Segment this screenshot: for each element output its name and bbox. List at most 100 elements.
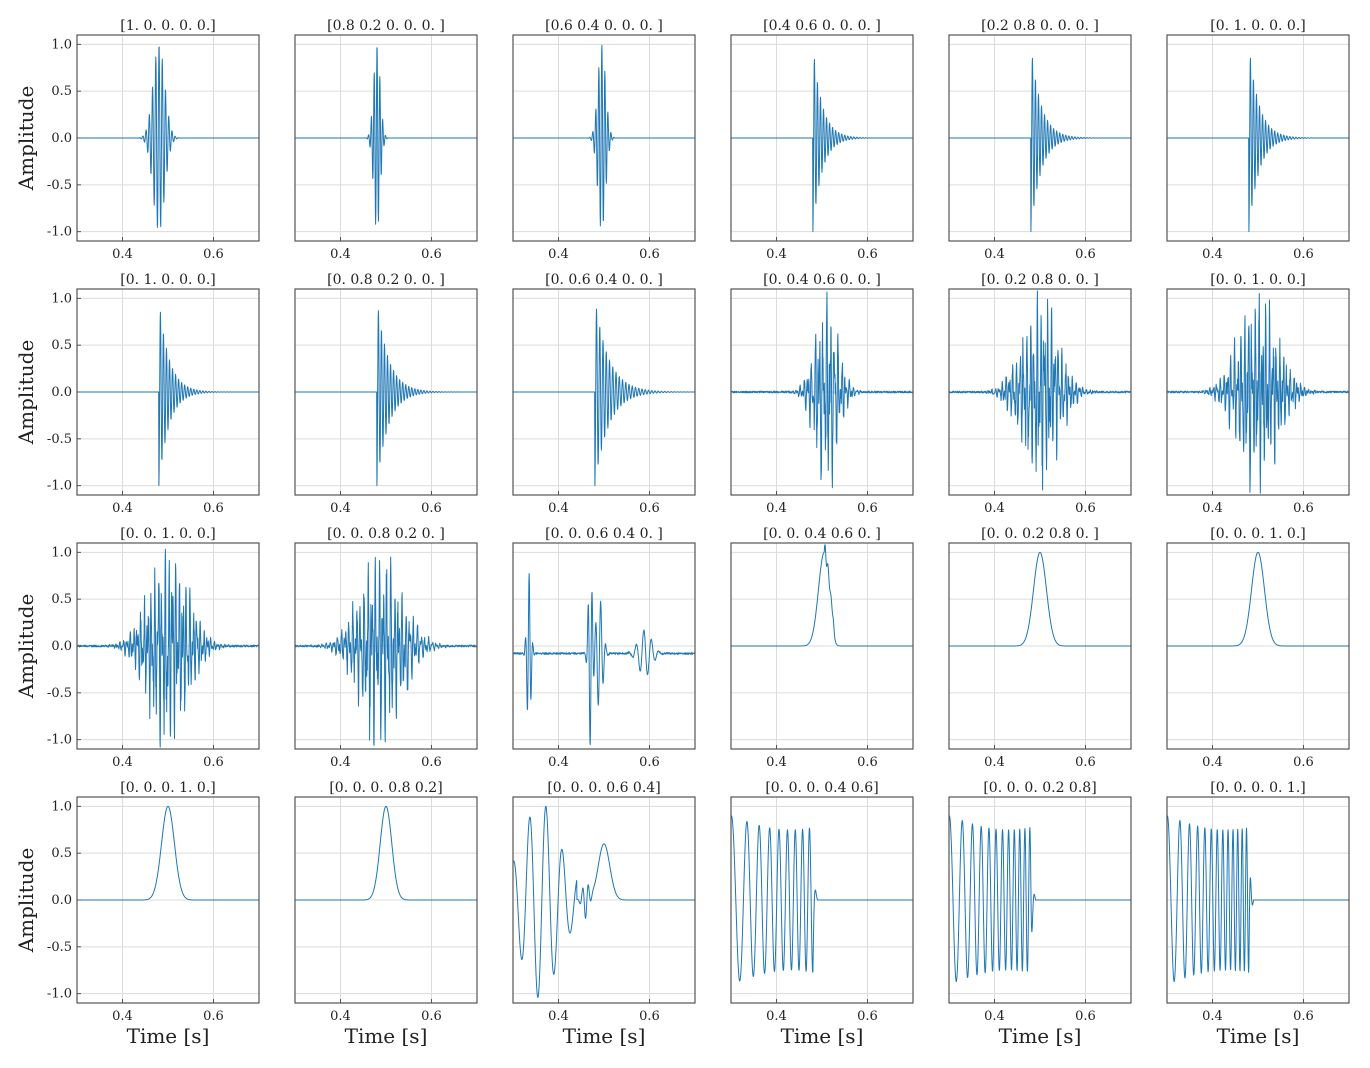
subplot-0-0: [1. 0. 0. 0. 0.] 0.4 0.6 -1.0 -0.5 0.0 0.5 1.0 A… bbox=[14, 18, 260, 262]
subplot-title: [1. 0. 0. 0. 0.] bbox=[120, 18, 216, 34]
axes-frame bbox=[1166, 542, 1350, 750]
axes-frame bbox=[294, 542, 478, 750]
subplot-title: [0. 0. 0. 1. 0.] bbox=[120, 780, 216, 796]
x-tick-label: 0.6 bbox=[1075, 755, 1096, 770]
waveform-line bbox=[512, 805, 696, 998]
subplot-2-4: [0. 0. 0.2 0.8 0. ] 0.4 0.6 bbox=[948, 526, 1132, 770]
subplot-title: [0. 0. 0. 1. 0.] bbox=[1210, 526, 1306, 542]
subplot-0-5: [0. 1. 0. 0. 0.] 0.4 0.6 bbox=[1166, 18, 1350, 262]
x-tick-label: 0.6 bbox=[857, 755, 878, 770]
y-axis-label: Amplitude bbox=[14, 86, 38, 192]
subplot-title: [0. 0. 0. 0.6 0.4] bbox=[547, 780, 660, 796]
waveform-line bbox=[294, 556, 478, 746]
subplot-2-2: [0. 0. 0.6 0.4 0. ] 0.4 0.6 bbox=[512, 526, 696, 770]
waveform-line bbox=[76, 46, 260, 228]
axes-frame bbox=[948, 542, 1132, 750]
waveform-line bbox=[948, 290, 1132, 491]
subplot-title: [0. 1. 0. 0. 0.] bbox=[120, 272, 216, 288]
y-axis-label: Amplitude bbox=[14, 848, 38, 954]
waveform-line bbox=[512, 573, 696, 746]
subplot-1-4: [0. 0.2 0.8 0. 0. ] 0.4 0.6 bbox=[948, 272, 1132, 516]
axes-frame bbox=[512, 288, 696, 496]
subplot-2-0: [0. 0. 1. 0. 0.] 0.4 0.6 -1.0 -0.5 0.0 0.5 1.0 A… bbox=[14, 526, 260, 770]
x-tick-label: 0.4 bbox=[548, 501, 569, 516]
x-tick-label: 0.4 bbox=[112, 501, 133, 516]
axes-frame bbox=[730, 542, 914, 750]
x-tick-label: 0.4 bbox=[984, 1009, 1005, 1024]
subplot-title: [0. 0.6 0.4 0. 0. ] bbox=[545, 272, 663, 288]
x-tick-label: 0.4 bbox=[330, 1009, 351, 1024]
waveform-line bbox=[1166, 293, 1350, 494]
y-tick-label: 0.0 bbox=[51, 385, 72, 400]
waveform-line bbox=[512, 44, 696, 227]
subplot-title: [0. 0. 1. 0. 0.] bbox=[1210, 272, 1306, 288]
axes-frame bbox=[1166, 796, 1350, 1004]
y-tick-label: 0.0 bbox=[51, 131, 72, 146]
y-axis-label: Amplitude bbox=[14, 340, 38, 446]
x-tick-label: 0.6 bbox=[1293, 501, 1314, 516]
waveform-line bbox=[730, 544, 914, 647]
x-tick-label: 0.6 bbox=[857, 501, 878, 516]
subplot-title: [0. 0. 0. 0.8 0.2] bbox=[329, 780, 442, 796]
subplot-title: [0.2 0.8 0. 0. 0. ] bbox=[981, 18, 1099, 34]
x-tick-label: 0.4 bbox=[112, 247, 133, 262]
subplot-0-4: [0.2 0.8 0. 0. 0. ] 0.4 0.6 bbox=[948, 18, 1132, 262]
x-tick-label: 0.4 bbox=[1202, 501, 1223, 516]
waveform-line bbox=[294, 310, 478, 487]
x-tick-label: 0.6 bbox=[857, 247, 878, 262]
subplot-1-2: [0. 0.6 0.4 0. 0. ] 0.4 0.6 bbox=[512, 272, 696, 516]
subplot-0-1: [0.8 0.2 0. 0. 0. ] 0.4 0.6 bbox=[294, 18, 478, 262]
x-tick-label: 0.4 bbox=[548, 755, 569, 770]
x-tick-label: 0.6 bbox=[1293, 1009, 1314, 1024]
y-tick-label: 1.0 bbox=[51, 545, 72, 560]
y-axis-label: Amplitude bbox=[14, 594, 38, 700]
waveform-line bbox=[730, 58, 914, 233]
subplot-title: [0. 0. 0. 0.2 0.8] bbox=[983, 780, 1096, 796]
y-tick-label: 0.0 bbox=[51, 893, 72, 908]
axes-frame bbox=[730, 796, 914, 1004]
x-tick-label: 0.6 bbox=[639, 247, 660, 262]
axes-frame bbox=[294, 34, 478, 242]
x-tick-label: 0.4 bbox=[112, 1009, 133, 1024]
y-tick-label: 0.5 bbox=[51, 846, 72, 861]
x-tick-label: 0.4 bbox=[766, 501, 787, 516]
x-tick-label: 0.6 bbox=[1075, 1009, 1096, 1024]
subplot-2-5: [0. 0. 0. 1. 0.] 0.4 0.6 bbox=[1166, 526, 1350, 770]
waveform-line bbox=[294, 805, 478, 901]
x-tick-label: 0.6 bbox=[421, 1009, 442, 1024]
x-tick-label: 0.6 bbox=[639, 755, 660, 770]
axes-frame bbox=[512, 34, 696, 242]
y-tick-label: 0.5 bbox=[51, 592, 72, 607]
x-tick-label: 0.6 bbox=[421, 247, 442, 262]
y-tick-label: -1.0 bbox=[47, 479, 72, 494]
y-tick-label: -0.5 bbox=[47, 432, 72, 447]
x-axis-label: Time [s] bbox=[999, 1024, 1082, 1048]
waveform-line bbox=[1166, 815, 1350, 982]
x-tick-label: 0.4 bbox=[984, 247, 1005, 262]
x-axis-label: Time [s] bbox=[345, 1024, 428, 1048]
y-tick-label: 1.0 bbox=[51, 291, 72, 306]
axes-frame bbox=[512, 796, 696, 1004]
subplot-3-0: [0. 0. 0. 1. 0.] 0.4 0.6 -1.0 -0.5 0.0 0.5 1.0 A… bbox=[14, 780, 260, 1048]
subplot-1-1: [0. 0.8 0.2 0. 0. ] 0.4 0.6 bbox=[294, 272, 478, 516]
subplot-1-3: [0. 0.4 0.6 0. 0. ] 0.4 0.6 bbox=[730, 272, 914, 516]
y-tick-label: -0.5 bbox=[47, 940, 72, 955]
x-tick-label: 0.6 bbox=[1293, 755, 1314, 770]
x-tick-label: 0.6 bbox=[639, 501, 660, 516]
subplot-title: [0.4 0.6 0. 0. 0. ] bbox=[763, 18, 881, 34]
x-axis-label: Time [s] bbox=[127, 1024, 210, 1048]
waveform-line bbox=[948, 815, 1132, 983]
waveform-line bbox=[948, 551, 1132, 647]
x-tick-label: 0.6 bbox=[203, 1009, 224, 1024]
x-tick-label: 0.4 bbox=[984, 755, 1005, 770]
subplot-2-1: [0. 0. 0.8 0.2 0. ] 0.4 0.6 bbox=[294, 526, 478, 770]
axes-frame bbox=[1166, 288, 1350, 496]
x-tick-label: 0.4 bbox=[330, 247, 351, 262]
subplot-title: [0. 0. 0.8 0.2 0. ] bbox=[327, 526, 445, 542]
x-tick-label: 0.4 bbox=[984, 501, 1005, 516]
